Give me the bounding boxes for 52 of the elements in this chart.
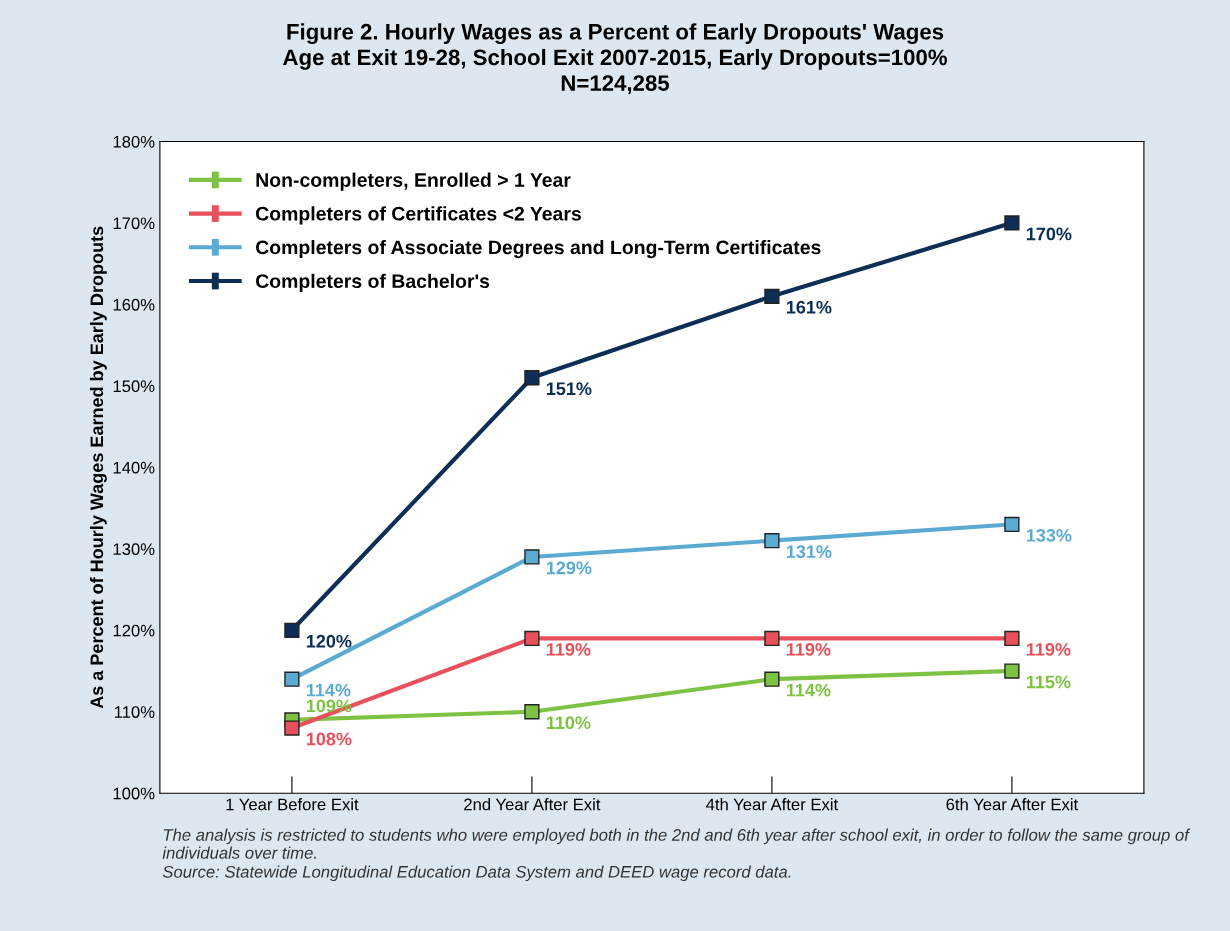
text: 129% (546, 561, 592, 575)
chart-title: Figure 2. Hourly Wages as a Percent of Early Dropouts' Wages Age at Exit 19-28, School Exit 2007-2015, Early Dropouts=100% N=124,285 (283, 23, 947, 95)
y-tick-label: 110% (114, 706, 155, 718)
point (1004, 516, 1020, 533)
point (284, 671, 300, 687)
point (1004, 215, 1020, 231)
text: 115% (1026, 675, 1071, 689)
y-tick-label: 180% (113, 135, 155, 148)
point (1004, 630, 1020, 647)
legend-label: Completers of Associate Degrees and Long-Term Certificates (255, 239, 821, 259)
text: 108% (306, 732, 352, 746)
text: 133% (1026, 528, 1072, 542)
point (524, 370, 540, 386)
text: 109% (306, 699, 352, 713)
x-tick-label: 2nd Year After Exit (464, 798, 601, 811)
point (764, 630, 780, 647)
legend-label: Completers of Bachelor's (255, 273, 490, 292)
point (524, 630, 540, 647)
source-note: Source: Statewide Longitudinal Education Data System and DEED wage record data. (162, 865, 791, 882)
legend-label: Non-completers, Enrolled > 1 Year (256, 172, 571, 191)
text: 114% (306, 683, 351, 697)
point (284, 720, 300, 736)
y-tick-label: 100% (113, 787, 155, 800)
x-tick-label: 4th Year After Exit (706, 798, 839, 811)
text: 119% (546, 642, 591, 656)
x-tick-label: 1 Year Before Exit (226, 798, 359, 811)
point (764, 533, 780, 549)
text: 131% (786, 545, 832, 559)
y-tick-label: 160% (113, 298, 155, 311)
y-tick-label: 170% (113, 217, 155, 230)
text: 151% (546, 382, 592, 396)
point (524, 704, 540, 720)
y-tick-label: 150% (113, 380, 155, 393)
text: 110% (546, 716, 591, 730)
y-axis-title: As a Percent of Hourly Wages Earned by Early Dropouts (89, 226, 107, 709)
text: 170% (1026, 227, 1072, 241)
text: 120% (306, 634, 352, 648)
point (1004, 663, 1020, 679)
point (764, 671, 780, 687)
text: 119% (1026, 642, 1071, 656)
text: 161% (786, 300, 832, 314)
point (284, 622, 300, 638)
y-tick-label: 140% (113, 461, 155, 474)
text: The analysis is restricted to students who were employed both in the 2nd and 6th year after school exit, in order to follow the same group of individuals over time. (162, 828, 1191, 859)
legend-label: Completers of Certificates <2 Years (255, 206, 581, 225)
text: 114% (786, 683, 831, 697)
x-tick-label: 6th Year After Exit (946, 798, 1079, 811)
text: 119% (786, 642, 831, 656)
y-tick-label: 120% (113, 624, 155, 637)
point (524, 549, 540, 565)
y-tick-label: 130% (113, 543, 155, 556)
point (764, 288, 780, 304)
